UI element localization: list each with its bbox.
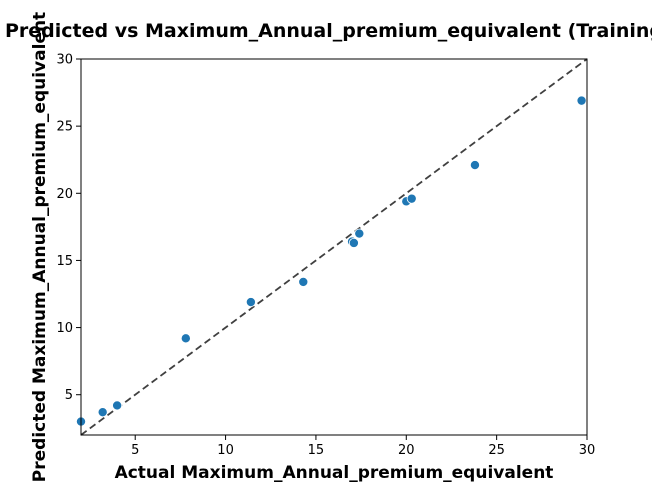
y-tick-label: 5 bbox=[65, 388, 73, 403]
plot-frame bbox=[80, 58, 588, 436]
x-tick-label: 15 bbox=[308, 443, 325, 458]
reference-line bbox=[80, 58, 588, 436]
chart-title: Predicted vs Maximum_Annual_premium_equi… bbox=[5, 20, 652, 42]
data-point bbox=[469, 160, 480, 171]
x-tick-label: 10 bbox=[217, 443, 234, 458]
data-point bbox=[180, 333, 191, 344]
data-point bbox=[245, 297, 256, 308]
x-axis-label: Actual Maximum_Annual_premium_equivalent bbox=[115, 463, 554, 483]
x-tick-label: 30 bbox=[579, 443, 596, 458]
y-tick-label: 15 bbox=[56, 254, 73, 269]
data-point bbox=[348, 237, 359, 248]
y-tick-label: 25 bbox=[56, 120, 73, 135]
y-tick-label: 30 bbox=[56, 53, 73, 68]
data-point bbox=[406, 193, 417, 204]
data-point bbox=[298, 276, 309, 287]
x-tick-label: 5 bbox=[131, 443, 139, 458]
x-tick-label: 20 bbox=[398, 443, 415, 458]
y-axis-label: Predicted Maximum_Annual_premium_equival… bbox=[30, 12, 50, 482]
data-point bbox=[97, 407, 108, 418]
data-point bbox=[354, 228, 365, 239]
plot-area bbox=[76, 58, 588, 436]
y-tick-label: 20 bbox=[56, 187, 73, 202]
x-tick-label: 25 bbox=[488, 443, 505, 458]
y-tick-label: 10 bbox=[56, 321, 73, 336]
data-point bbox=[576, 95, 587, 106]
data-point bbox=[112, 400, 123, 411]
axes-ticks: 5 10 15 20 25 30 5 10 15 20 25 30 bbox=[56, 53, 595, 459]
